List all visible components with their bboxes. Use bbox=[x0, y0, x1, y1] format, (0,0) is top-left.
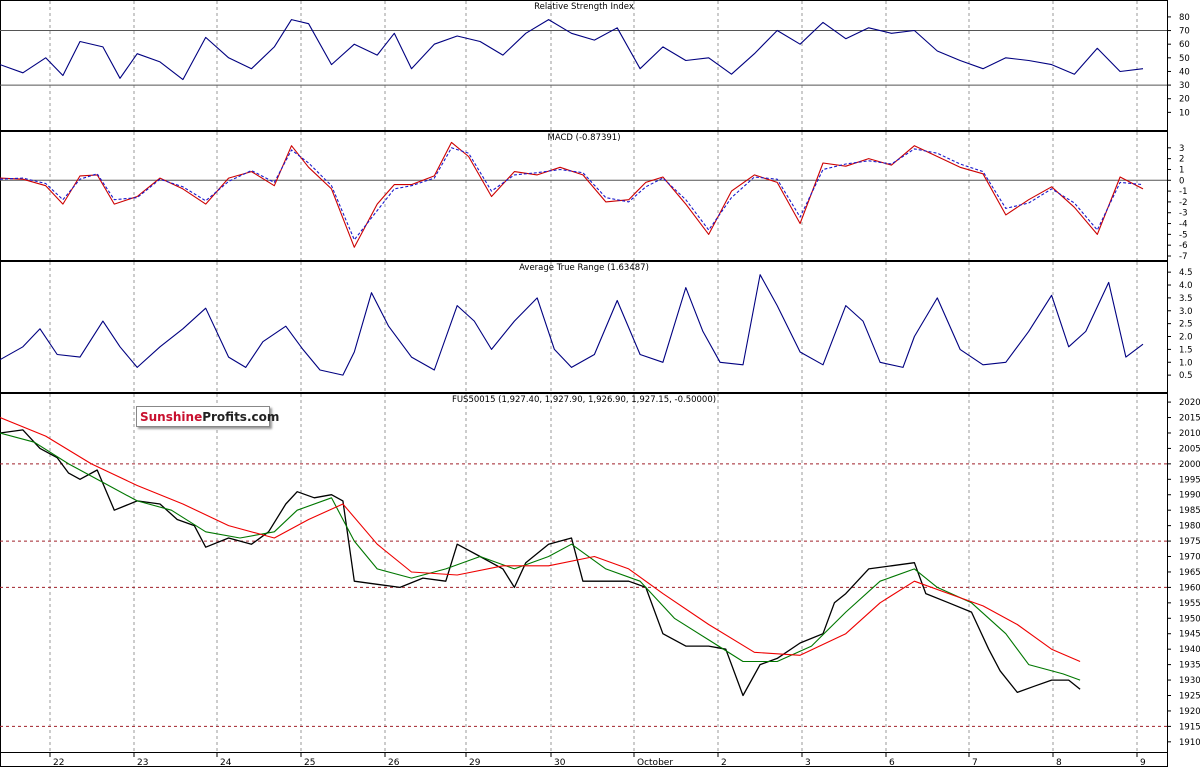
y-tick-label: 2000 bbox=[1179, 460, 1200, 470]
x-tick-label: 9 bbox=[1140, 758, 1146, 767]
x-tick-label: 26 bbox=[388, 758, 400, 767]
series-line bbox=[0, 429, 1081, 697]
y-tick-label: 2005 bbox=[1179, 444, 1200, 454]
y-tick-label: 3 bbox=[1179, 144, 1184, 154]
series-line bbox=[0, 19, 1144, 81]
y-tick-label: 1955 bbox=[1179, 599, 1200, 609]
y-tick-label: 1.0 bbox=[1179, 358, 1193, 368]
y-tick-label: 0 bbox=[1179, 176, 1184, 186]
x-tick-label: 7 bbox=[972, 758, 978, 767]
x-tick-label: 25 bbox=[304, 758, 315, 767]
y-tick-label: -4 bbox=[1179, 220, 1187, 230]
y-tick-label: 1970 bbox=[1179, 553, 1200, 563]
y-tick-label: 50 bbox=[1179, 54, 1190, 64]
y-tick-label: 40 bbox=[1179, 67, 1190, 77]
x-tick-label: 22 bbox=[53, 758, 64, 767]
series-line bbox=[0, 416, 1081, 663]
y-tick-label: 4.5 bbox=[1179, 268, 1193, 278]
panel-frame bbox=[0, 261, 1168, 393]
y-tick-label: 1950 bbox=[1179, 614, 1200, 624]
y-tick-label: -2 bbox=[1179, 198, 1187, 208]
y-tick-label: 1930 bbox=[1179, 676, 1200, 686]
y-tick-label: 1 bbox=[1179, 165, 1184, 175]
y-tick-label: 1915 bbox=[1179, 722, 1200, 732]
panel-1: 10 20 30 40 50 60 70 80 Relative Strength Index bbox=[0, 0, 1190, 131]
y-tick-label: -5 bbox=[1179, 230, 1187, 240]
sunshine-profits-logo: SunshineProfits.com bbox=[136, 406, 279, 427]
y-tick-label: 2.0 bbox=[1179, 333, 1193, 343]
panel-title: Relative Strength Index bbox=[534, 2, 634, 12]
series-line bbox=[0, 141, 1144, 248]
x-tick-label: 29 bbox=[469, 758, 481, 767]
y-tick-label: 1940 bbox=[1179, 645, 1200, 655]
y-tick-label: 0.5 bbox=[1179, 371, 1193, 381]
y-tick-label: 1945 bbox=[1179, 630, 1200, 640]
y-tick-label: 3.0 bbox=[1179, 307, 1193, 317]
y-tick-label: 2 bbox=[1179, 155, 1184, 165]
panel-title: Average True Range (1.63487) bbox=[519, 263, 649, 273]
panel-3: 0.5 1.0 1.5 2.0 2.5 3.0 3.5 4.0 4.5 Average True … bbox=[0, 261, 1193, 393]
y-tick-label: 1925 bbox=[1179, 691, 1200, 701]
y-tick-label: -1 bbox=[1179, 187, 1187, 197]
y-tick-label: -3 bbox=[1179, 209, 1187, 219]
y-tick-label: 1975 bbox=[1179, 537, 1200, 547]
panel-frame bbox=[0, 131, 1168, 261]
x-tick-label: 30 bbox=[554, 758, 566, 767]
x-tick-label: 2 bbox=[721, 758, 727, 767]
x-tick-label: 3 bbox=[805, 758, 811, 767]
y-tick-label: 10 bbox=[1179, 108, 1190, 118]
series-line bbox=[0, 274, 1144, 376]
logo-part-sunshine: Sunshine bbox=[140, 410, 203, 424]
y-tick-label: 60 bbox=[1179, 40, 1190, 50]
y-tick-label: -7 bbox=[1179, 252, 1187, 262]
y-tick-label: 4.0 bbox=[1179, 281, 1193, 291]
y-tick-label: 2.5 bbox=[1179, 320, 1193, 330]
panel-frame bbox=[0, 393, 1168, 753]
y-tick-label: 2010 bbox=[1179, 429, 1200, 439]
y-tick-label: 1935 bbox=[1179, 661, 1200, 671]
y-tick-label: 1910 bbox=[1179, 738, 1200, 748]
logo-part-profits: Profits.com bbox=[202, 410, 280, 424]
y-tick-label: 2020 bbox=[1179, 398, 1200, 408]
y-tick-label: 1920 bbox=[1179, 707, 1200, 717]
y-tick-label: 80 bbox=[1179, 13, 1190, 23]
x-tick-label: 6 bbox=[889, 758, 895, 767]
y-tick-label: 3.5 bbox=[1179, 294, 1193, 304]
series-line bbox=[0, 432, 1081, 681]
y-tick-label: 1985 bbox=[1179, 506, 1200, 516]
y-tick-label: 1.5 bbox=[1179, 345, 1193, 355]
x-tick-label: 23 bbox=[137, 758, 148, 767]
y-tick-label: 2015 bbox=[1179, 414, 1200, 424]
x-tick-label: 24 bbox=[220, 758, 232, 767]
y-tick-label: 1960 bbox=[1179, 583, 1200, 593]
y-tick-label: 1995 bbox=[1179, 475, 1200, 485]
panel-4: 1910 1915 1920 1925 1930 1935 1940 1945 1950 1955… bbox=[0, 393, 1200, 753]
y-tick-label: 70 bbox=[1179, 27, 1190, 37]
x-axis-bar bbox=[0, 752, 1168, 767]
y-tick-label: -6 bbox=[1179, 241, 1187, 251]
y-tick-label: 1990 bbox=[1179, 491, 1200, 501]
panel-title: FUS50015 (1,927.40, 1,927.90, 1,926.90, … bbox=[452, 395, 716, 405]
y-tick-label: 30 bbox=[1179, 81, 1190, 91]
x-tick-label: October bbox=[637, 758, 673, 767]
panel-frame bbox=[0, 0, 1168, 131]
y-tick-label: 1965 bbox=[1179, 568, 1200, 578]
y-tick-label: 20 bbox=[1179, 95, 1190, 105]
x-tick-label: 8 bbox=[1056, 758, 1062, 767]
panel-title: MACD (-0.87391) bbox=[547, 133, 620, 143]
y-tick-label: 1980 bbox=[1179, 522, 1200, 532]
